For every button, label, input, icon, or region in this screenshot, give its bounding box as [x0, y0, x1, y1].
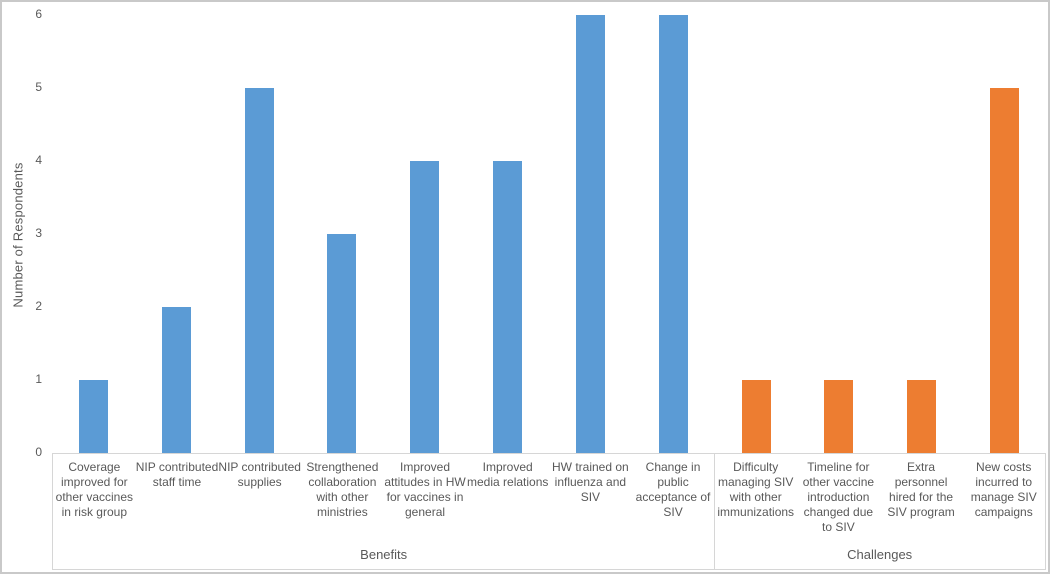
- bar: [78, 380, 108, 453]
- bar: [907, 380, 937, 453]
- category-label: Strengthened collaboration with other mi…: [306, 460, 379, 519]
- group-divider: [714, 454, 716, 569]
- bar: [244, 88, 274, 453]
- bar: [990, 88, 1020, 453]
- y-tick-label: 6: [35, 7, 42, 21]
- category-axis: Coverage improved for other vaccines in …: [52, 453, 1046, 570]
- category-label: Improved media relations: [467, 460, 549, 489]
- category-label: HW trained on influenza and SIV: [552, 460, 629, 504]
- bar: [824, 380, 854, 453]
- category-label: Coverage improved for other vaccines in …: [55, 460, 134, 519]
- bar: [741, 380, 771, 453]
- category-label: Timeline for other vaccine introduction …: [802, 460, 875, 534]
- category-label: Change in public acceptance of SIV: [635, 460, 711, 519]
- category-label-row: Coverage improved for other vaccines in …: [53, 454, 1045, 546]
- group-label-challenges: Challenges: [847, 547, 913, 562]
- y-tick-label: 0: [35, 445, 42, 459]
- category-label: NIP contributed supplies: [218, 460, 301, 489]
- bar: [161, 307, 191, 453]
- bar: [410, 161, 440, 453]
- y-tick-label: 1: [35, 372, 42, 386]
- category-label: Extra personnel hired for the SIV progra…: [887, 460, 955, 519]
- group-label-benefits: Benefits: [360, 547, 408, 562]
- category-label: Improved attitudes in HW for vaccines in…: [384, 460, 466, 519]
- bar: [575, 15, 605, 453]
- bar: [493, 161, 523, 453]
- bar: [327, 234, 357, 453]
- y-axis-title: Number of Respondents: [10, 162, 26, 308]
- bar: [658, 15, 688, 453]
- plot-area: [52, 15, 1046, 453]
- y-tick-label: 5: [35, 80, 42, 94]
- category-label: Difficulty managing SIV with other immun…: [717, 460, 795, 519]
- category-label: NIP contributed staff time: [135, 460, 219, 489]
- category-label: New costs incurred to manage SIV campaig…: [970, 460, 1037, 519]
- group-label-row: Benefits Challenges: [53, 547, 1045, 569]
